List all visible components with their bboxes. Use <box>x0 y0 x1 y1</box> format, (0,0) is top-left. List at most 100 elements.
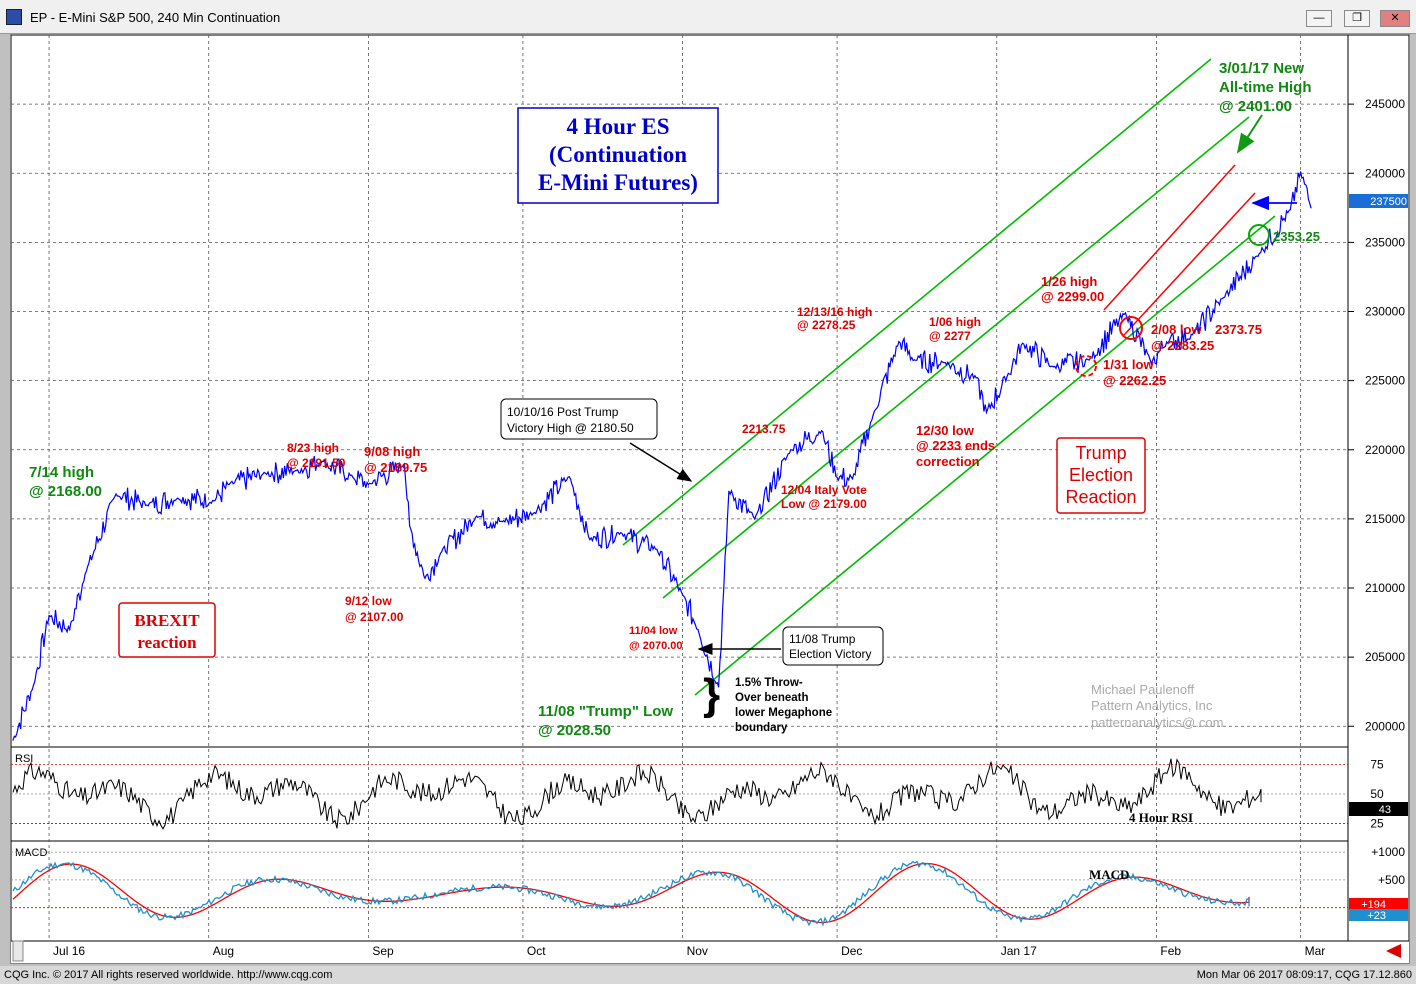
label-908-value: @ 2189.75 <box>364 460 427 475</box>
label-714-value: @ 2168.00 <box>29 483 102 500</box>
price-point <box>656 548 658 550</box>
chart-title-line-2: (Continuation <box>549 142 687 167</box>
price-point <box>1222 297 1224 299</box>
chart-title-line-1: 4 Hour ES <box>566 114 669 139</box>
price-tick-label: 205000 <box>1365 650 1405 664</box>
price-point <box>1006 375 1008 378</box>
trump-reaction-3: Reaction <box>1065 487 1136 507</box>
credit-line-2: Pattern Analytics, Inc <box>1091 698 1213 713</box>
restore-button[interactable]: ❐ <box>1344 10 1370 27</box>
lower-channel-line <box>694 215 1276 696</box>
rsi-tick-label: 50 <box>1370 787 1384 801</box>
price-point <box>851 478 854 480</box>
credit-line-3: patternanalytics@.com <box>1091 715 1223 730</box>
rsi-title: RSI <box>15 753 33 765</box>
label-126-value: @ 2299.00 <box>1041 289 1104 304</box>
brexit-box <box>118 602 216 658</box>
price-point <box>403 463 406 465</box>
time-tick-label: Aug <box>213 944 234 958</box>
minimize-button[interactable]: — <box>1306 10 1332 27</box>
label-1230-note: correction <box>916 454 980 469</box>
status-copyright: CQG Inc. © 2017 All rights reserved worl… <box>4 969 333 981</box>
throwover-line-1: 1.5% Throw- <box>735 677 803 689</box>
macd-line <box>12 860 1250 927</box>
time-tick-label: Jul 16 <box>53 944 85 958</box>
trump-reaction-box <box>1056 437 1146 514</box>
chart-title-line-3: E-Mini Futures) <box>538 170 698 195</box>
feb08-low-marker <box>1119 316 1143 340</box>
price-tick-label: 240000 <box>1365 166 1405 180</box>
throwover-line-3: lower Megaphone <box>735 707 832 719</box>
post-trump-line-2: Victory High @ 2180.50 <box>507 421 634 435</box>
time-tick-label: Oct <box>527 944 546 958</box>
macd-signal-line <box>12 862 1250 924</box>
time-tick-label: Sep <box>372 944 394 958</box>
victory-line-2: Election Victory <box>789 647 871 661</box>
macd-tick-label: +1000 <box>1371 845 1405 859</box>
price-point <box>718 686 720 688</box>
chart-canvas[interactable]: 245000 240000 235000 230000 225000 220000 2150… <box>10 34 1410 963</box>
throwover-line-2: Over beneath <box>735 692 809 704</box>
price-point <box>69 628 71 631</box>
price-point <box>944 362 946 364</box>
label-908: 9/08 high <box>364 444 420 459</box>
price-point <box>439 552 442 555</box>
price-tick-label: 225000 <box>1365 374 1405 388</box>
label-823-value: @ 2191.50 <box>287 456 346 470</box>
chart-frame: 245000 240000 235000 230000 225000 220000 2150… <box>10 34 1410 964</box>
label-208: 2/08 low <box>1151 322 1202 337</box>
price-point <box>213 500 215 502</box>
red-channel-lower <box>1123 192 1256 336</box>
label-ath: 3/01/17 New <box>1219 60 1304 77</box>
macd-annotation: MACD <box>1089 867 1129 882</box>
label-912: 9/12 low <box>345 594 392 608</box>
price-point <box>754 518 756 520</box>
label-714-high: 7/14 high <box>29 464 94 481</box>
jan31-low-marker <box>1075 355 1097 377</box>
price-point <box>1150 363 1152 365</box>
price-point <box>728 490 730 492</box>
price-tick-label: 245000 <box>1365 97 1405 111</box>
ath-arrow <box>1236 114 1263 154</box>
price-point <box>501 521 503 523</box>
trump-reaction-2: Election <box>1069 465 1133 485</box>
price-tick-label: 230000 <box>1365 305 1405 319</box>
price-tick-label: 215000 <box>1365 512 1405 526</box>
label-912-value: @ 2107.00 <box>345 610 404 624</box>
macd-pane <box>10 840 1349 942</box>
time-tick-label: Dec <box>841 944 862 958</box>
macd-title: MACD <box>15 847 47 859</box>
price-tick-label: 200000 <box>1365 719 1405 733</box>
label-106-value: @ 2277 <box>929 329 971 343</box>
victory-line-1: 11/08 Trump <box>789 632 856 646</box>
label-1230: 12/30 low <box>916 423 975 438</box>
macd-tick-label: +500 <box>1378 873 1405 887</box>
price-point <box>367 483 369 485</box>
scroll-right-icon[interactable] <box>1386 944 1401 958</box>
rsi-tick-label: 25 <box>1370 816 1384 830</box>
throwover-line-4: boundary <box>735 722 788 734</box>
price-point <box>321 460 323 463</box>
label-ath-value: @ 2401.00 <box>1219 98 1292 115</box>
brexit-label-2: reaction <box>137 633 197 652</box>
price-point <box>568 476 570 478</box>
close-button[interactable]: ✕ <box>1380 10 1410 27</box>
rsi-grid: 75 50 25 <box>11 758 1384 830</box>
scroll-handle[interactable] <box>12 940 24 962</box>
rsi-tick-label: 75 <box>1370 758 1384 772</box>
price-point <box>1088 359 1091 361</box>
macd-red-value: +194 <box>1361 899 1386 911</box>
price-point <box>84 573 86 575</box>
price-point <box>12 739 14 741</box>
price-point <box>424 577 426 579</box>
macd-blue-tag <box>1349 909 1408 921</box>
price-point <box>1166 341 1168 343</box>
trump-reaction-1: Trump <box>1075 443 1126 463</box>
price-point <box>697 628 699 631</box>
last-price-value: 237500 <box>1370 196 1407 208</box>
price-tick-label: 220000 <box>1365 443 1405 457</box>
label-2353: 2353.25 <box>1273 229 1320 244</box>
price-tick-label: 235000 <box>1365 235 1405 249</box>
status-bar: CQG Inc. © 2017 All rights reserved worl… <box>0 966 1416 984</box>
label-1213-value: @ 2278.25 <box>797 318 856 332</box>
